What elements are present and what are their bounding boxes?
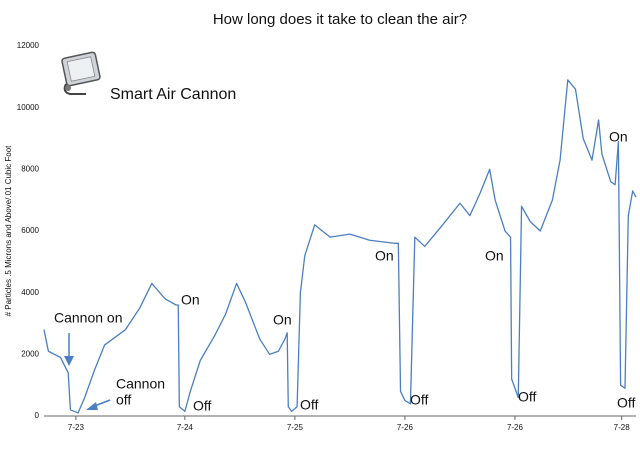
annotation: Off	[410, 392, 429, 408]
x-tick-label: 7-26	[507, 423, 524, 432]
annotation: Off	[300, 397, 319, 413]
y-tick-label: 10000	[17, 103, 40, 112]
annotation: Off	[617, 395, 636, 411]
arrows	[64, 333, 111, 410]
y-tick-label: 4000	[21, 288, 39, 297]
data-line	[43, 79, 637, 414]
annotation: Off	[518, 389, 537, 405]
annotation: Cannon on	[54, 310, 123, 326]
y-tick-label: 0	[35, 411, 40, 420]
annotation: On	[181, 292, 200, 308]
y-tick-label: 8000	[21, 164, 39, 173]
chart-title: How long does it take to clean the air?	[213, 11, 467, 28]
annotation: Off	[193, 398, 212, 414]
x-tick-label: 7-28	[614, 423, 631, 432]
x-tick-label: 7-23	[68, 423, 85, 432]
y-axis-label: # Particles .5 Microns and Above/.01 Cub…	[4, 145, 13, 317]
y-tick-label: 2000	[21, 349, 39, 358]
annotation: On	[375, 248, 394, 264]
y-tick-label: 6000	[21, 226, 39, 235]
annotation: On	[485, 248, 504, 264]
y-tick-label: 12000	[17, 41, 40, 50]
logo-text: Smart Air Cannon	[110, 86, 236, 103]
annotation: On	[609, 129, 628, 145]
annotation: On	[273, 312, 292, 328]
x-tick-label: 7-24	[177, 423, 194, 432]
annotation: Cannon	[116, 376, 165, 392]
logo-icon	[61, 51, 101, 95]
x-tick-label: 7-25	[287, 423, 304, 432]
annotation: off	[116, 392, 131, 408]
x-tick-label: 7-26	[397, 423, 414, 432]
